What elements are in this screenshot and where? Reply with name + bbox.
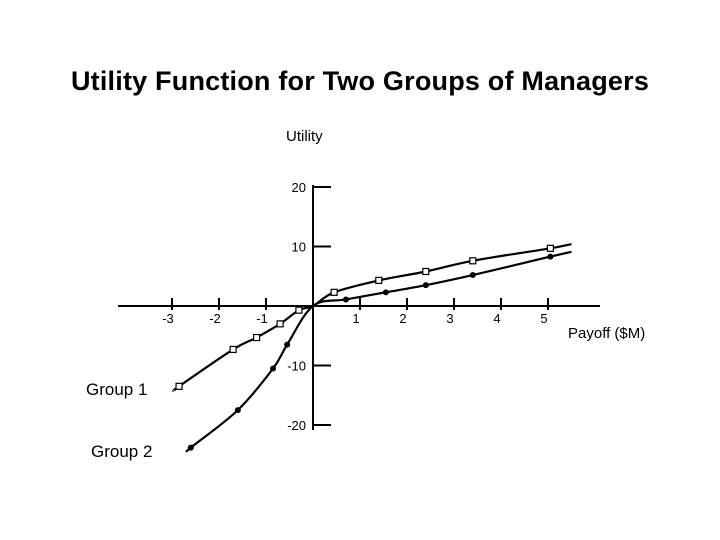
group-2-point [422, 282, 429, 289]
group-1-point [175, 382, 183, 390]
chart-title: Utility Function for Two Groups of Manag… [70, 66, 650, 96]
x-tick-label: -2 [209, 311, 221, 326]
group-1-point [422, 267, 430, 276]
group-1-label: Group 1 [86, 380, 147, 399]
x-tick-label: -3 [162, 311, 174, 326]
x-tick-label: 5 [540, 311, 547, 326]
labels: Utility Payoff ($M) Group 1 Group 2 [86, 128, 645, 461]
x-axis-label: Payoff ($M) [568, 325, 645, 342]
ticks: -3 -2 -1 1 2 3 4 5 20 10 -10 -20 [162, 180, 549, 433]
x-tick-label: -1 [256, 311, 268, 326]
group-2-point [342, 296, 349, 303]
group-1-point [253, 333, 261, 342]
group-2-point [270, 365, 277, 372]
x-tick-label: 1 [352, 311, 359, 326]
group-2-point [547, 253, 554, 260]
group-1-point [229, 345, 237, 354]
group-1-point [546, 244, 554, 252]
group-2-curve [185, 250, 572, 453]
group-1-point [276, 320, 284, 328]
x-tick-label: 3 [446, 311, 453, 326]
y-axis-label: Utility [286, 128, 323, 145]
y-tick-label: 10 [292, 240, 306, 255]
group-1-point [330, 288, 338, 296]
x-tick-label: 2 [399, 311, 406, 326]
x-tick-label: 4 [493, 311, 500, 326]
group-1-point [295, 306, 303, 314]
series-markers [175, 244, 554, 451]
group-2-point [187, 444, 194, 451]
y-tick-label: 20 [292, 180, 306, 195]
group-2-point [284, 341, 291, 348]
group-1-point [469, 257, 477, 265]
y-tick-label: -20 [287, 418, 306, 433]
y-tick-label: -10 [287, 359, 306, 374]
group-2-point [469, 272, 476, 279]
group-2-point [382, 289, 389, 296]
group-2-label: Group 2 [91, 442, 152, 461]
group-1-point [375, 276, 383, 285]
group-2-point [234, 407, 241, 414]
